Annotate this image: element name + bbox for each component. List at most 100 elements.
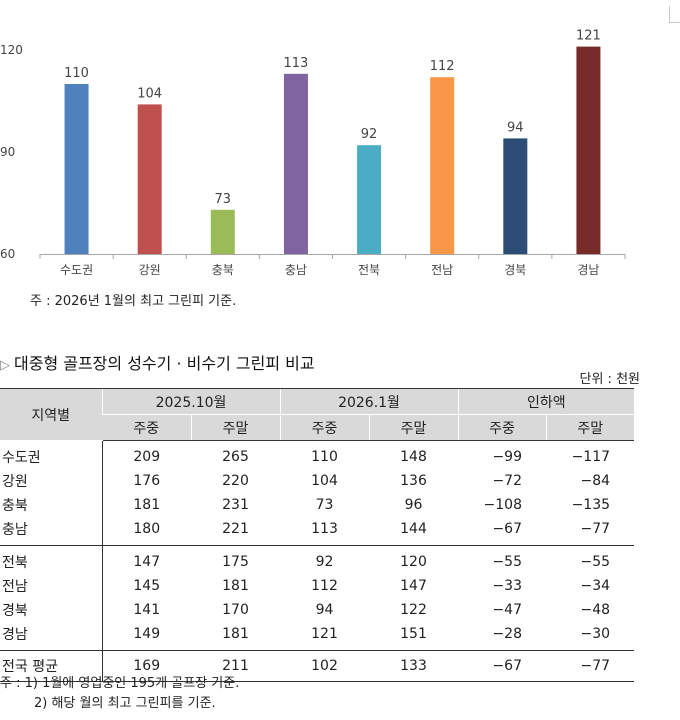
value-cell: −30 [546, 622, 635, 651]
value-cell: 170 [222, 602, 249, 618]
table-row: 전남 145 181 112 147 −33 −34 [0, 574, 634, 598]
bar [64, 84, 89, 254]
value-cell: −47 [492, 602, 522, 618]
value-cell: 113 [280, 517, 369, 546]
region-cell: 경북 [2, 603, 28, 619]
section-title: ▷ 대중형 골프장의 성수기 · 비수기 그린피 비교 [0, 350, 315, 374]
value-cell: 149 [101, 622, 191, 651]
value-cell: 73 [315, 497, 334, 513]
bar [137, 104, 162, 255]
value-cell: 151 [369, 622, 458, 651]
value-cell: 181 [222, 578, 249, 594]
y-tick-label: 90 [0, 145, 15, 159]
value-cell: −117 [571, 449, 611, 465]
value-cell: 122 [400, 602, 427, 618]
value-cell: 180 [101, 517, 191, 546]
value-cell: 175 [222, 554, 249, 570]
header-reduction: 인하액 [457, 388, 635, 415]
table-row: 전북 147 175 92 120 −55 −55 [0, 545, 634, 574]
value-cell: −135 [571, 497, 611, 513]
data-label: 104 [137, 86, 162, 101]
section-title-text: 대중형 골프장의 성수기 · 비수기 그린피 비교 [14, 354, 315, 373]
region-cell: 전북 [2, 555, 28, 571]
unit-label: 단위 : 천원 [579, 372, 641, 387]
page-corner-mark [669, 6, 680, 23]
x-tick-label: 경남 [577, 263, 599, 277]
data-label: 94 [507, 120, 524, 135]
header-region: 지역별 [0, 388, 102, 441]
bar-chart: 60 90 120 110 수도권 104 강원 73 충북 113 충남 92 전북 112 전남 94 경북… [0, 29, 626, 277]
header-weekday: 주중 [279, 414, 369, 441]
value-cell: −34 [580, 578, 611, 594]
value-cell: 181 [191, 622, 280, 651]
header-weekday: 주중 [457, 414, 546, 441]
data-label: 110 [64, 66, 89, 81]
region-cell: 강원 [2, 474, 28, 490]
table-row: 경남 149 181 121 151 −28 −30 [0, 622, 635, 651]
value-cell: 144 [369, 517, 458, 546]
value-cell: −67 [458, 650, 546, 682]
header-weekday: 주중 [102, 414, 191, 441]
value-cell: 102 [280, 650, 369, 682]
value-cell: 221 [191, 517, 280, 546]
x-tick-label: 강원 [139, 263, 161, 277]
region-cell: 충북 [2, 498, 28, 514]
header-weekend: 주말 [368, 414, 458, 441]
table-row: 강원 176 220 104 136 −72 −84 [0, 469, 634, 493]
data-label: 113 [284, 56, 309, 71]
value-cell: −72 [492, 473, 522, 489]
value-cell: −67 [458, 517, 546, 546]
value-cell: 148 [400, 449, 427, 465]
footnote-2: 2) 해당 월의 최고 그린피를 기준. [34, 696, 216, 711]
value-cell: 176 [101, 469, 191, 493]
value-cell: −99 [492, 449, 522, 465]
value-cell: 112 [311, 578, 338, 594]
value-cell: −77 [546, 650, 635, 682]
value-cell: −28 [458, 622, 546, 651]
bar [210, 209, 235, 254]
table-row: 충북 181 231 73 96 −108 −135 [0, 493, 634, 517]
bar [576, 46, 601, 254]
value-cell: 211 [191, 650, 280, 682]
x-tick-label: 충북 [212, 263, 234, 277]
x-tick-label: 전남 [431, 263, 453, 277]
x-tick-label: 충남 [285, 263, 307, 277]
value-cell: 121 [280, 622, 369, 651]
value-cell: −84 [580, 473, 611, 489]
value-cell: 136 [400, 473, 427, 489]
chart-note: 주 : 2026년 1월의 최고 그린피 기준. [30, 290, 236, 309]
bar [503, 138, 528, 254]
chart-note-text: 주 : 2026년 1월의 최고 그린피 기준. [30, 294, 237, 309]
data-label: 92 [361, 127, 378, 142]
greenfee-table: 지역별 2025.10월 2026.1월 인하액 주중 주말 주중 주말 주중 … [0, 388, 635, 682]
data-label: 112 [430, 59, 455, 74]
table-row: 수도권 209 265 110 148 −99 −117 [0, 440, 634, 469]
table-row: 경북 141 170 94 122 −47 −48 [0, 598, 634, 622]
value-cell: 145 [101, 574, 191, 598]
value-cell: 141 [101, 598, 191, 622]
value-cell: 209 [101, 440, 191, 469]
region-cell: 전국 평균 [0, 650, 102, 682]
value-cell: −55 [580, 554, 611, 570]
region-cell: 경남 [0, 622, 102, 651]
value-cell: 181 [101, 493, 191, 517]
triangle-bullet-icon: ▷ [0, 358, 10, 373]
value-cell: 133 [369, 650, 458, 682]
value-cell: 147 [101, 545, 191, 574]
value-cell: −48 [580, 602, 611, 618]
data-label: 121 [576, 29, 601, 44]
header-weekend: 주말 [190, 414, 280, 441]
value-cell: −108 [483, 497, 522, 513]
bar [283, 73, 308, 254]
data-label: 73 [215, 192, 232, 207]
value-cell: −77 [546, 517, 635, 546]
y-tick-label: 60 [0, 247, 15, 261]
value-cell: −33 [492, 578, 522, 594]
table-row: 전국 평균 169 211 102 133 −67 −77 [0, 650, 635, 682]
region-cell: 수도권 [2, 450, 41, 466]
x-tick-label: 전북 [358, 263, 380, 277]
value-cell: 147 [400, 578, 427, 594]
header-weekend: 주말 [545, 414, 635, 441]
value-cell: 120 [400, 554, 427, 570]
footnote-1: 주 : 1) 1월에 영업중인 195개 골프장 기준. [0, 676, 240, 691]
